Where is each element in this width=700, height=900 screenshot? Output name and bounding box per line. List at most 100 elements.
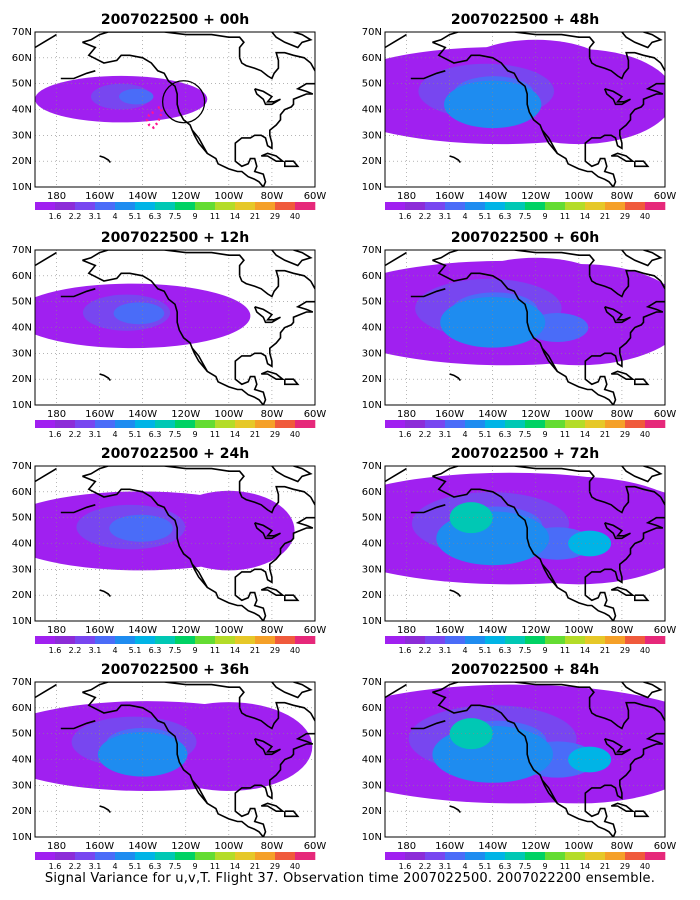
lat-label: 10N	[362, 832, 382, 843]
panel-title: 2007022500 + 24h	[101, 446, 249, 462]
colorbar-swatch	[155, 852, 176, 860]
lon-label: 140W	[478, 191, 507, 202]
colorbar-label: 14	[230, 862, 240, 870]
lon-label: 140W	[478, 841, 507, 852]
colorbar-swatch	[75, 852, 96, 860]
colorbar-label: 9	[192, 862, 197, 870]
colorbar-label: 21	[600, 862, 610, 870]
lon-label: 180	[47, 625, 66, 636]
colorbar-swatch	[55, 420, 76, 428]
flight-track	[145, 105, 164, 130]
colorbar-label: 9	[542, 646, 547, 655]
variance-field	[385, 257, 665, 366]
lon-label: 80W	[611, 409, 634, 420]
colorbar-swatch	[235, 852, 256, 860]
colorbar-label: 2.2	[419, 212, 432, 221]
colorbar-label: 2.2	[419, 646, 432, 655]
colorbar-swatch	[445, 636, 466, 644]
coastlines	[35, 466, 315, 621]
colorbar-swatch	[275, 202, 296, 210]
lat-label: 10N	[12, 400, 32, 411]
lon-label: 60W	[654, 625, 677, 636]
colorbar-label: 5.1	[479, 646, 492, 655]
lat-label: 70N	[362, 245, 382, 256]
colorbar-swatch	[275, 420, 296, 428]
gridlines	[385, 682, 665, 837]
lon-label: 160W	[435, 841, 464, 852]
lat-label: 70N	[362, 677, 382, 688]
colorbar-swatch	[605, 202, 626, 210]
colorbar-label: 4	[112, 212, 117, 221]
gridlines	[385, 466, 665, 621]
lat-label: 10N	[12, 616, 32, 627]
panel-title: 2007022500 + 48h	[451, 12, 599, 28]
lon-label: 160W	[435, 409, 464, 420]
map-panel-2: 2007022500 + 24h 10N 20N 30N 40N 50N 60N 70N 180…	[12, 446, 327, 655]
lat-label: 30N	[12, 780, 32, 791]
lat-label: 60N	[362, 53, 382, 64]
colorbar-swatch	[425, 202, 446, 210]
map-frame	[384, 465, 666, 622]
colorbar: 1.6 2.2 3.1 4 5.1 6.3 7.5 9 11 14 21 29 40	[35, 202, 316, 221]
map-frame	[34, 31, 316, 188]
variance-field	[35, 490, 295, 571]
lat-label: 30N	[362, 780, 382, 791]
gridlines	[35, 682, 315, 837]
colorbar-label: 11	[560, 862, 570, 870]
lat-label: 30N	[362, 564, 382, 575]
lon-label: 100W	[214, 191, 243, 202]
variance-field	[35, 283, 251, 349]
colorbar-label: 21	[600, 212, 610, 221]
colorbar-label: 2.2	[69, 862, 82, 870]
lat-label: 60N	[362, 487, 382, 498]
colorbar-swatch	[195, 636, 216, 644]
lon-label: 100W	[214, 625, 243, 636]
colorbar-label: 4	[462, 430, 467, 439]
colorbar-swatch	[155, 202, 176, 210]
lon-label: 180	[47, 409, 66, 420]
map-frame	[34, 681, 316, 838]
colorbar-swatch	[215, 420, 236, 428]
colorbar-swatch	[155, 420, 176, 428]
colorbar-label: 2.2	[419, 430, 432, 439]
colorbar-swatch	[95, 202, 116, 210]
colorbar-swatch	[35, 636, 56, 644]
figure-caption: Signal Variance for u,v,T. Flight 37. Ob…	[44, 871, 656, 886]
colorbar-swatch	[405, 852, 426, 860]
colorbar-label: 3.1	[439, 862, 452, 870]
lat-label: 60N	[12, 53, 32, 64]
colorbar-label: 14	[580, 862, 590, 870]
gridlines	[35, 250, 315, 405]
colorbar-label: 40	[290, 646, 300, 655]
coastlines	[385, 250, 665, 405]
colorbar-swatch	[645, 202, 666, 210]
colorbar-swatch	[275, 636, 296, 644]
lat-label: 50N	[362, 297, 382, 308]
colorbar-swatch	[35, 202, 56, 210]
colorbar-swatch	[95, 420, 116, 428]
panel-title: 2007022500 + 60h	[451, 230, 599, 246]
colorbar-swatch	[645, 636, 666, 644]
colorbar-label: 7.5	[519, 212, 532, 221]
lat-label: 10N	[12, 832, 32, 843]
lat-label: 10N	[12, 182, 32, 193]
colorbar-label: 5.1	[129, 430, 142, 439]
colorbar-swatch	[235, 202, 256, 210]
map-figure: 2007022500 + 00h 10N 20N 30N 40N 50N 60N 70N 180…	[12, 12, 677, 870]
colorbar-swatch	[585, 852, 606, 860]
colorbar-label: 3.1	[89, 646, 102, 655]
colorbar-swatch	[255, 420, 276, 428]
panel-title: 2007022500 + 12h	[101, 230, 249, 246]
colorbar-swatch	[135, 420, 156, 428]
colorbar-swatch	[295, 202, 316, 210]
lon-label: 140W	[128, 841, 157, 852]
panel-title: 2007022500 + 72h	[451, 446, 599, 462]
lat-label: 70N	[362, 27, 382, 38]
colorbar-label: 6.3	[149, 646, 162, 655]
colorbar-label: 29	[270, 430, 280, 439]
coastlines	[35, 32, 315, 187]
colorbar-label: 14	[230, 646, 240, 655]
colorbar-label: 7.5	[519, 430, 532, 439]
colorbar: 1.6 2.2 3.1 4 5.1 6.3 7.5 9 11 14 21 29 40	[385, 636, 666, 655]
colorbar-label: 9	[542, 212, 547, 221]
